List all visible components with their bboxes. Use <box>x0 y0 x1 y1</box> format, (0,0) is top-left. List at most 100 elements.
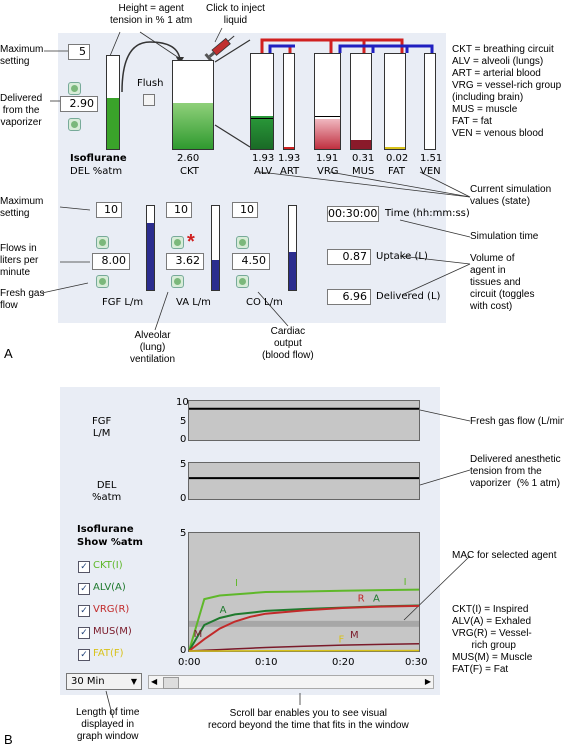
curve-label-m: M <box>194 629 203 640</box>
curve-label-r: R <box>358 593 365 604</box>
mac-note: MAC for selected agent <box>452 550 557 561</box>
alv-value: 1.93 <box>252 153 275 164</box>
asterisk-icon: * <box>187 231 195 253</box>
art-label: ART <box>280 166 300 177</box>
curve-label-f: F <box>339 635 345 646</box>
time-window-dropdown[interactable]: 30 Min ▼ <box>66 673 142 690</box>
fgf-max-input[interactable]: 10 <box>96 202 122 218</box>
va-increase-button[interactable] <box>171 236 184 249</box>
fgf-label: FGF L/m <box>102 297 144 308</box>
scroll-left-icon[interactable]: ◀ <box>151 677 158 686</box>
co-input[interactable]: 4.50 <box>232 253 270 270</box>
main-tick-5: 5 <box>180 528 187 539</box>
decrease-del-button[interactable] <box>68 118 81 131</box>
del-strip <box>188 462 420 500</box>
va-label: VA L/m <box>176 297 211 308</box>
check-icon[interactable]: ✓ <box>78 583 90 595</box>
max-setting-input[interactable]: 5 <box>68 44 90 60</box>
legend-ckt-label: CKT(I) <box>93 560 123 571</box>
fgf-note: Fresh gas flow (L/min) <box>470 416 564 427</box>
alv-cylinder <box>250 53 274 150</box>
vaporizer-tank <box>106 55 120 150</box>
legend-ckt[interactable]: ✓ CKT(I) <box>78 560 123 573</box>
length-note: Length of time displayed in graph window <box>76 707 140 742</box>
va-input[interactable]: 3.62 <box>166 253 204 270</box>
va-gauge <box>211 205 220 291</box>
check-icon[interactable]: ✓ <box>78 649 90 661</box>
uptake-display: 0.87 <box>327 249 371 265</box>
mus-cylinder <box>350 53 372 150</box>
dropdown-value: 30 Min <box>71 676 105 687</box>
legend-alv-label: ALV(A) <box>93 582 126 593</box>
check-icon[interactable]: ✓ <box>78 561 90 573</box>
check-icon[interactable]: ✓ <box>78 627 90 639</box>
uptake-label: Uptake (L) <box>376 251 428 262</box>
curve-label-a-2: A <box>373 593 380 604</box>
chevron-down-icon: ▼ <box>130 677 137 686</box>
fgf-strip <box>188 400 420 441</box>
legend-fat-label: FAT(F) <box>93 648 124 659</box>
legend-vrg[interactable]: ✓ VRG(R) <box>78 604 129 617</box>
ven-label: VEN <box>420 166 441 177</box>
x-tick-30: 0:30 <box>405 657 428 668</box>
ckt-label: CKT <box>180 166 199 177</box>
fgf-graph-label: FGF L/M <box>92 416 112 439</box>
legend-fat[interactable]: ✓ FAT(F) <box>78 648 124 661</box>
scroll-note: Scroll bar enables you to see visual rec… <box>208 708 409 731</box>
graph-legend-note: CKT(I) = Inspired ALV(A) = Exhaled VRG(R… <box>452 604 533 675</box>
flush-button[interactable] <box>143 94 155 106</box>
co-increase-button[interactable] <box>236 236 249 249</box>
legend-vrg-label: VRG(R) <box>93 604 130 615</box>
x-tick-0: 0:00 <box>178 657 201 668</box>
alveolar-note: Alveolar (lung) ventilation <box>130 330 176 365</box>
abbrev-legend: CKT = breathing circuit ALV = alveoli (l… <box>452 44 562 139</box>
time-scrollbar[interactable]: ◀ ▶ <box>148 675 434 689</box>
delivered-display[interactable]: 6.96 <box>327 289 371 305</box>
max-setting-note-2: Maximum setting <box>0 196 44 219</box>
co-gauge <box>288 205 297 291</box>
ckt-value: 2.60 <box>177 153 200 164</box>
time-display: 00:30:00 <box>327 206 379 222</box>
va-max-input[interactable]: 10 <box>166 202 192 218</box>
current-values-note: Current simulation values (state) <box>470 184 552 207</box>
fgf-input[interactable]: 8.00 <box>92 253 130 270</box>
flows-note: Flows in liters per minute <box>0 243 39 278</box>
main-tick-0: 0 <box>180 645 187 656</box>
legend-mus[interactable]: ✓ MUS(M) <box>78 626 132 639</box>
fgf-gauge <box>146 205 155 291</box>
sim-time-note: Simulation time <box>470 231 539 242</box>
curve-label-i-2: I <box>404 577 407 588</box>
ckt-cylinder <box>172 60 214 150</box>
fat-value: 0.02 <box>386 153 409 164</box>
vrg-value: 1.91 <box>316 153 339 164</box>
graph-agent-name: Isoflurane <box>77 524 134 535</box>
fgf-increase-button[interactable] <box>96 236 109 249</box>
ven-value: 1.51 <box>420 153 443 164</box>
volume-note: Volume of agent in tissues and circuit (… <box>470 253 535 312</box>
co-decrease-button[interactable] <box>236 275 249 288</box>
series-line-ckti <box>188 588 420 652</box>
fgf-tick-0: 0 <box>180 434 187 445</box>
agent-name: Isoflurane <box>70 153 127 164</box>
fgf-tick-10: 10 <box>176 397 189 408</box>
vrg-cylinder <box>314 53 341 150</box>
alv-label: ALV <box>254 166 273 177</box>
syringe-icon[interactable] <box>204 33 237 62</box>
flush-label: Flush <box>137 78 164 89</box>
scroll-right-icon[interactable]: ▶ <box>424 677 431 686</box>
vrg-label: VRG <box>317 166 339 177</box>
scroll-thumb[interactable] <box>163 677 179 689</box>
delivered-input[interactable]: 2.90 <box>60 96 98 112</box>
del-tick-0: 0 <box>180 493 187 504</box>
va-decrease-button[interactable] <box>171 275 184 288</box>
delivered-label: Delivered (L) <box>376 291 441 302</box>
series-line-vrgr <box>188 604 420 652</box>
legend-alv[interactable]: ✓ ALV(A) <box>78 582 126 595</box>
fat-cylinder <box>384 53 406 150</box>
co-max-input[interactable]: 10 <box>232 202 258 218</box>
curve-label-m-2: M <box>350 630 359 641</box>
increase-del-button[interactable] <box>68 82 81 95</box>
fgf-decrease-button[interactable] <box>96 275 109 288</box>
check-icon[interactable]: ✓ <box>78 605 90 617</box>
